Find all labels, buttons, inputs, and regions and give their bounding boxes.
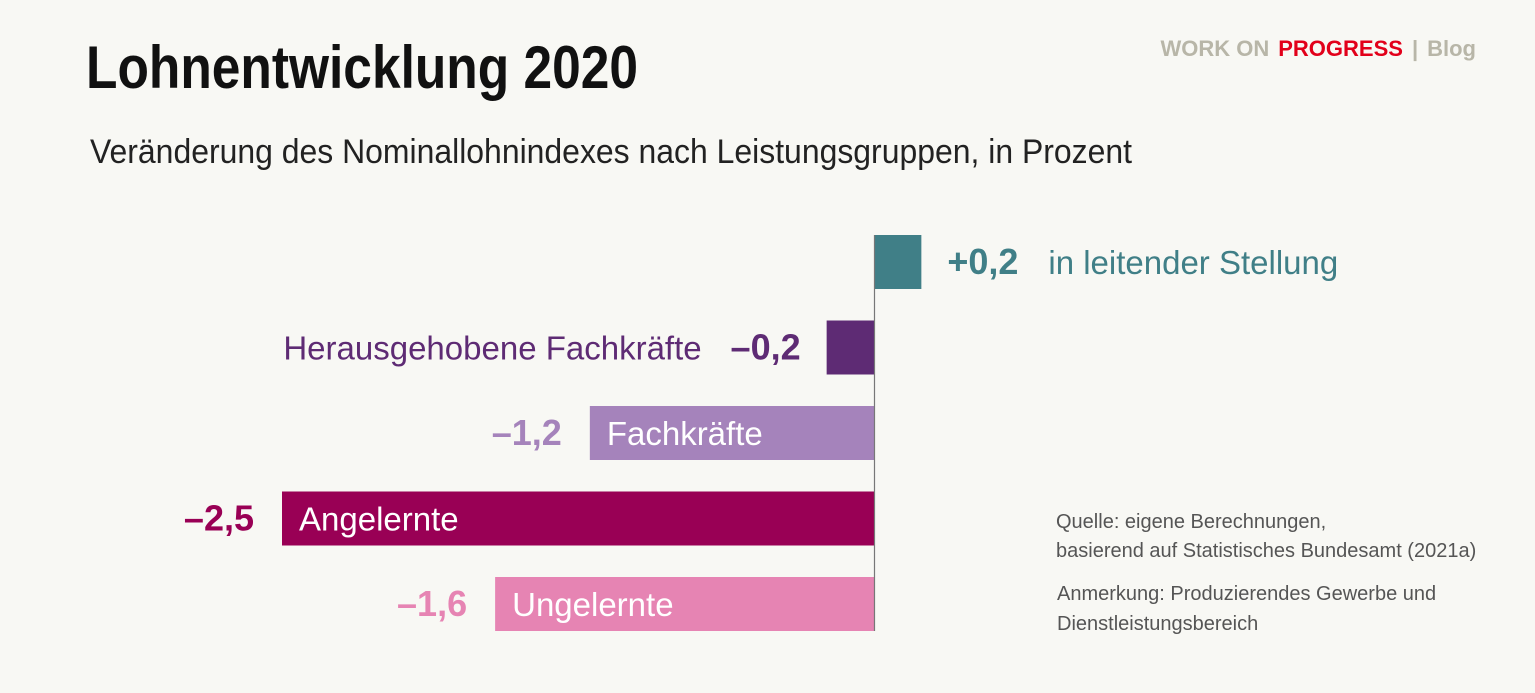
value-label: –0,2 [731,327,801,368]
category-label: Fachkräfte [607,415,763,452]
value-label: –1,6 [397,583,467,624]
remark-line-1: Anmerkung: Produzierendes Gewerbe und [1057,583,1436,605]
bar-3 [282,491,874,546]
bar-0 [874,235,922,289]
value-label: +0,2 [947,241,1018,282]
bar-1 [826,320,874,375]
source-line-2: basierend auf Statistisches Bundesamt (2… [1056,540,1476,562]
brand-work-on: WORK ON [1160,36,1270,61]
chart-title: Lohnentwicklung 2020 [86,34,638,101]
category-label: Ungelernte [512,586,673,623]
brand-progress: PROGRESS [1278,36,1403,61]
notes: Quelle: eigene Berechnungen, basierend a… [1056,511,1476,635]
value-label: –1,2 [492,412,562,453]
source-line-1: Quelle: eigene Berechnungen, [1056,511,1326,533]
category-label: in leitender Stellung [1048,244,1338,281]
chart-subtitle: Veränderung des Nominallohnindexes nach … [90,133,1133,171]
bar-2 [589,406,874,460]
category-label: Angelernte [299,501,459,538]
value-label: –2,5 [184,498,254,539]
brand-blog-link[interactable]: Blog [1427,36,1476,61]
category-label: Herausgehobene Fachkräfte [283,330,701,367]
brand-separator: | [1411,36,1419,61]
brand-logo[interactable]: WORK ON PROGRESS | Blog [1160,36,1476,62]
remark-line-2: Dienstleistungsbereich [1057,613,1258,635]
bars-group: +0,2 in leitender Stellung –0,2 Herausgehob… [184,235,1338,631]
bar-4 [495,577,874,631]
